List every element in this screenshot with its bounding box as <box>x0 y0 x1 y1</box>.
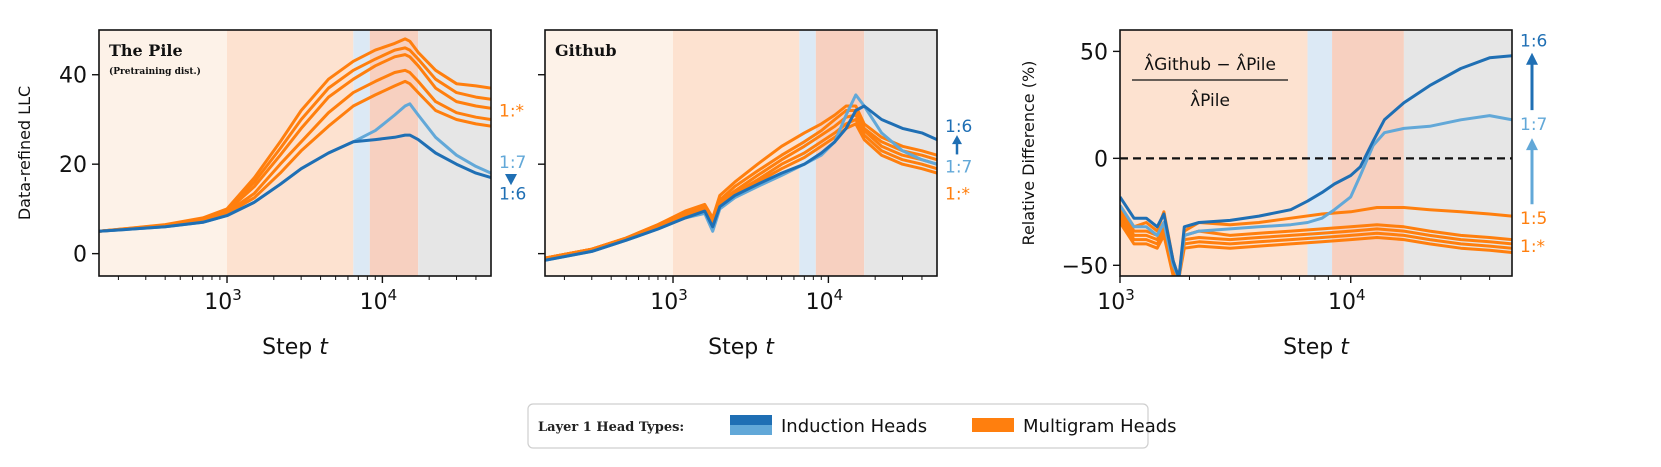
legend-label-multigram: Multigram Heads <box>1023 416 1177 437</box>
series-line-multigram-3 <box>1120 217 1512 276</box>
panel-title: The Pile <box>109 41 183 60</box>
series-line-multigram-4 <box>1120 221 1512 276</box>
panel-github: 103 104 Step t Github 1:6 1:7 1:* <box>538 29 972 360</box>
panel-the-pile: 103 104 0 20 40 Step t Data-refined LLC The Pil… <box>15 29 526 360</box>
x-tick-label: 103 <box>1097 286 1135 315</box>
series-line-induction_dark-6 <box>99 133 491 233</box>
series-line-multigram-4 <box>545 122 937 260</box>
legend: Layer 1 Head Types: Induction Heads Mult… <box>527 403 1177 449</box>
stage-band-0 <box>545 30 674 276</box>
series-line-multigram-4 <box>99 79 491 233</box>
x-axis-label: Step t <box>708 335 775 360</box>
end-label-1n7: 1:7 <box>1520 115 1547 135</box>
x-axis-label: Step t <box>1283 335 1350 360</box>
series-line-multigram-2 <box>1120 213 1512 276</box>
arrow-up-icon <box>1526 138 1538 151</box>
arrow-down-icon <box>505 173 517 186</box>
x-tick-label: 104 <box>806 286 844 315</box>
end-label-1nn: 1:* <box>1520 237 1545 257</box>
legend-swatch-multigram <box>972 418 1014 432</box>
end-label-1n6: 1:6 <box>499 184 526 204</box>
stage-band-1 <box>673 30 800 276</box>
legend-swatch-induction-dark <box>730 415 772 425</box>
arrow-up-icon <box>952 135 962 145</box>
panel-relative-difference: 103 104 −50 0 50 Step t Relative Difference (%… <box>1019 29 1547 360</box>
y-tick-label: −50 <box>1062 254 1108 279</box>
formula-numerator: λ̂Github − λ̂Pile <box>1144 52 1276 75</box>
end-label-1n6: 1:6 <box>945 117 972 137</box>
formula-denominator: λ̂Pile <box>1190 88 1230 111</box>
x-tick-label: 103 <box>650 286 688 315</box>
legend-title: Layer 1 Head Types: <box>538 420 684 435</box>
end-label-1n7: 1:7 <box>499 153 526 173</box>
y-tick-label: 40 <box>59 64 87 89</box>
legend-swatch-induction-light <box>730 425 772 435</box>
legend-frame <box>527 403 1149 449</box>
stage-band-3 <box>369 30 419 276</box>
series-line-induction_dark-6 <box>1120 54 1512 276</box>
end-label-1n6: 1:6 <box>1520 32 1547 52</box>
end-label-1n7: 1:7 <box>945 157 972 177</box>
series-line-induction_light-5 <box>1120 114 1512 276</box>
series-line-induction_dark-6 <box>545 104 937 262</box>
y-tick-label: 0 <box>1094 147 1108 172</box>
end-label-1nn: 1:* <box>499 102 524 122</box>
plot-frame <box>98 29 492 277</box>
plot-frame <box>544 29 938 277</box>
panel-subtitle: (Pretraining dist.) <box>109 66 201 77</box>
y-tick-label: 0 <box>73 243 87 268</box>
x-tick-label: 104 <box>360 286 398 315</box>
arrow-up-icon <box>1526 52 1538 65</box>
y-axis-label: Data-refined LLC <box>15 86 34 220</box>
y-tick-label: 20 <box>59 153 87 178</box>
legend-label-induction: Induction Heads <box>781 416 927 437</box>
plot-frame <box>1119 29 1513 277</box>
panel-title: Github <box>555 41 617 60</box>
stage-band-0 <box>99 30 228 276</box>
end-label-1n5: 1:5 <box>1520 209 1547 229</box>
stage-band-2 <box>799 30 816 276</box>
series-line-multigram-0 <box>1120 204 1512 276</box>
end-label-1nn: 1:* <box>945 184 970 204</box>
y-axis-label: Relative Difference (%) <box>1019 61 1038 246</box>
x-axis-label: Step t <box>262 335 329 360</box>
y-tick-label: 50 <box>1080 40 1108 65</box>
x-tick-label: 103 <box>204 286 242 315</box>
x-tick-label: 104 <box>1328 286 1366 315</box>
